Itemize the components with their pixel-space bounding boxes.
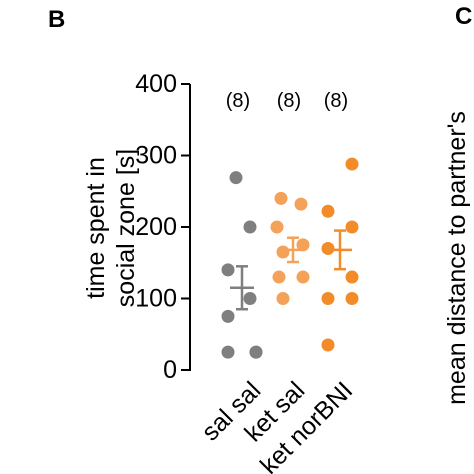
data-point [345, 292, 359, 305]
y-axis-title-line-1: time spent in [82, 157, 110, 299]
n-label: (8) [324, 90, 348, 112]
y-tick-label: 0 [163, 356, 177, 384]
y-axis-title: time spent in social zone [s] [82, 149, 140, 307]
series-1 [221, 171, 263, 359]
data-point [221, 345, 235, 359]
data-point [345, 157, 359, 171]
series-3 [321, 157, 359, 352]
data-point [229, 171, 243, 185]
panel-label-c: C [455, 3, 472, 30]
data-point [345, 220, 359, 234]
axes: 0 100 200 300 400 [135, 70, 191, 384]
data-point [243, 220, 257, 234]
data-point [243, 292, 257, 305]
series-2 [270, 191, 310, 305]
n-label: (8) [226, 90, 250, 112]
y-tick-label: 400 [135, 70, 177, 98]
data-point [321, 338, 335, 352]
data-point [296, 270, 310, 284]
data-point [345, 270, 359, 284]
data-point [276, 292, 290, 305]
data-point [221, 309, 235, 323]
panel-label-b: B [48, 6, 65, 33]
n-label: (8) [277, 90, 301, 112]
plot-area: (8) (8) (8) [221, 90, 359, 359]
data-point [296, 238, 310, 252]
data-point [221, 263, 235, 277]
data-point [276, 245, 290, 259]
data-point [321, 292, 335, 305]
y-ticks: 0 100 200 300 400 [135, 70, 190, 384]
data-point [274, 191, 288, 205]
right-panel-y-axis-title: mean distance to partner's [443, 111, 471, 405]
y-tick-label: 300 [135, 142, 177, 170]
data-point [272, 270, 286, 284]
y-axis-title-line-2: social zone [s] [112, 149, 140, 307]
y-tick-label: 200 [135, 213, 177, 241]
data-point [270, 220, 284, 234]
data-point [249, 345, 263, 359]
data-point [321, 241, 335, 255]
data-point [321, 204, 335, 218]
y-tick-label: 100 [135, 285, 177, 313]
data-point [294, 197, 308, 211]
